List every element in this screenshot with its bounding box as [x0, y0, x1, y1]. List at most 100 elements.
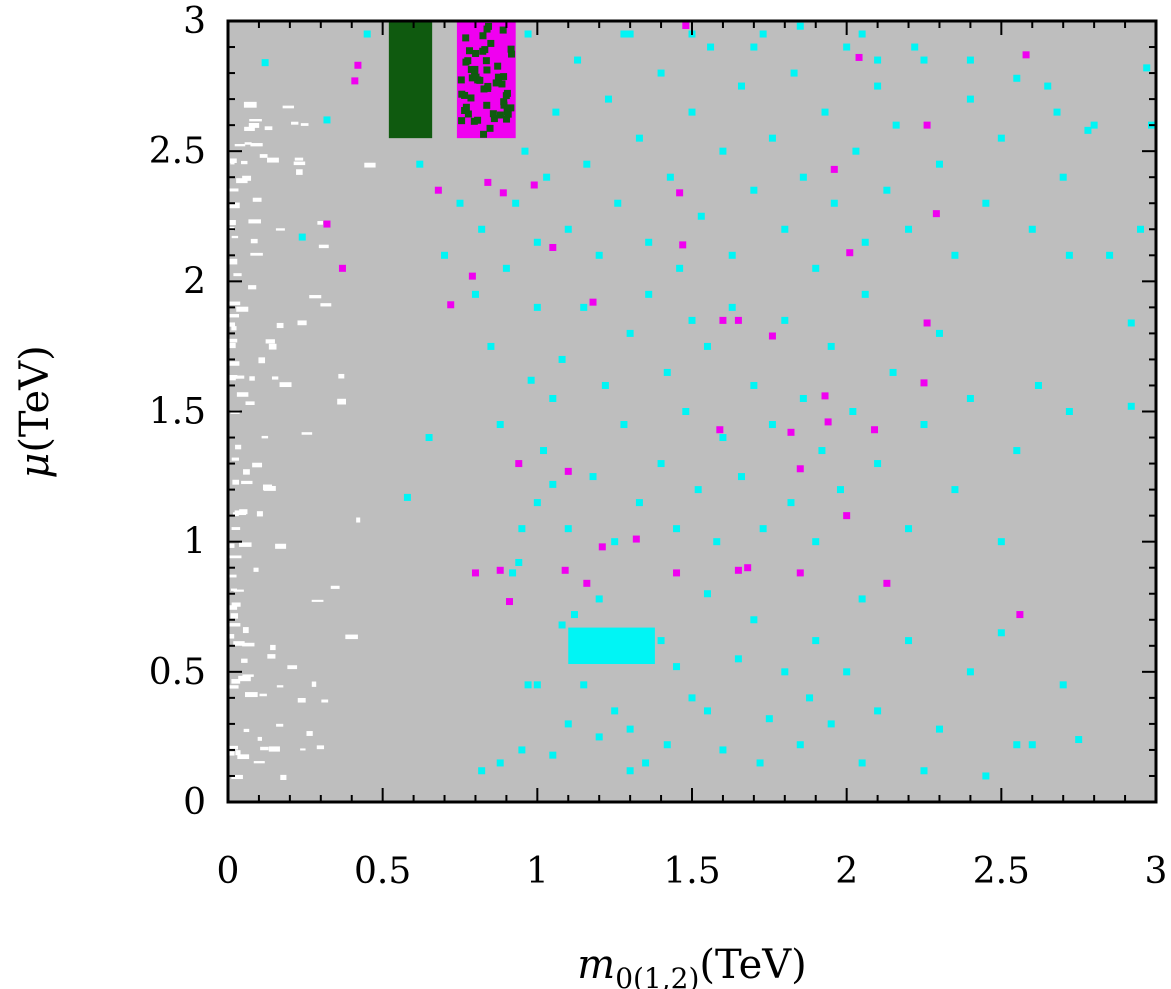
- cyan-point: [759, 30, 767, 38]
- magenta-point: [338, 264, 346, 272]
- green-point: [483, 101, 491, 109]
- magenta-point: [796, 465, 804, 473]
- excluded-speck: [267, 654, 276, 659]
- cyan-point: [920, 56, 928, 64]
- cyan-point: [756, 759, 764, 767]
- green-point: [480, 85, 488, 93]
- excluded-speck: [243, 469, 250, 475]
- cyan-point: [843, 668, 851, 676]
- cyan-point: [626, 725, 634, 733]
- y-tick-label: 0: [183, 782, 206, 823]
- excluded-speck: [242, 642, 255, 647]
- cyan-point: [518, 525, 526, 533]
- cyan-point: [806, 694, 814, 702]
- cyan-point: [570, 611, 578, 619]
- excluded-speck: [228, 202, 240, 209]
- cyan-point: [781, 225, 789, 233]
- magenta-point: [1022, 51, 1030, 59]
- cyan-point: [966, 668, 974, 676]
- excluded-speck: [248, 285, 257, 290]
- cyan-point: [611, 707, 619, 715]
- axis-ticks: [227, 20, 1157, 803]
- cyan-point: [601, 381, 609, 389]
- excluded-speck: [228, 634, 235, 639]
- excluded-speck: [293, 161, 306, 166]
- cyan-point: [997, 134, 1005, 142]
- x-tick-label: 3: [1145, 851, 1168, 892]
- cyan-point: [920, 767, 928, 775]
- excluded-speck: [243, 728, 250, 733]
- excluded-speck: [252, 462, 263, 468]
- cyan-point: [728, 303, 736, 311]
- magenta-point: [323, 220, 331, 228]
- excluded-speck: [280, 774, 287, 781]
- magenta-point: [846, 249, 854, 257]
- cyan-point: [982, 199, 990, 207]
- magenta-point: [920, 379, 928, 387]
- cyan-point: [1034, 381, 1042, 389]
- cyan-point: [1028, 741, 1036, 749]
- magenta-point: [923, 121, 931, 129]
- magenta-point: [1016, 611, 1024, 619]
- cyan-point: [540, 447, 548, 455]
- cyan-point: [518, 746, 526, 754]
- excluded-speck: [236, 392, 249, 397]
- green-point: [499, 26, 507, 34]
- cyan-point: [416, 160, 424, 168]
- excluded-speck: [311, 681, 317, 687]
- dark-green-cluster: [388, 21, 433, 139]
- excluded-speck: [259, 154, 268, 158]
- cyan-point: [642, 759, 650, 767]
- excluded-speck: [271, 376, 279, 380]
- cyan-point: [858, 595, 866, 603]
- cyan-point: [688, 108, 696, 116]
- cyan-point: [951, 251, 959, 259]
- excluded-speck: [337, 398, 346, 405]
- excluded-speck: [229, 555, 242, 559]
- cyan-point: [515, 558, 523, 566]
- cyan-point: [425, 434, 433, 442]
- cyan-point: [657, 69, 665, 77]
- cyan-point: [595, 733, 603, 741]
- magenta-point: [679, 241, 687, 249]
- x-tick-label: 0: [217, 851, 240, 892]
- excluded-speck: [233, 641, 245, 646]
- cyan-point: [812, 637, 820, 645]
- y-tick-label: 0.5: [149, 652, 206, 693]
- magenta-point: [561, 566, 569, 574]
- excluded-speck: [238, 675, 251, 682]
- cyan-point: [533, 303, 541, 311]
- cyan-point: [589, 473, 597, 481]
- x-tick-label: 1.5: [663, 851, 720, 892]
- data-points: [261, 22, 1155, 780]
- cyan-point: [821, 108, 829, 116]
- x-axis-tick-labels: 0 0.5 1 1.5 2 2.5 3: [217, 851, 1168, 892]
- excluded-speck: [265, 339, 275, 344]
- excluded-speck: [256, 511, 263, 517]
- cyan-point: [626, 767, 634, 775]
- magenta-point: [824, 418, 832, 426]
- cyan-point: [818, 447, 826, 455]
- cyan-point: [583, 655, 591, 663]
- excluded-speck: [330, 585, 340, 589]
- cyan-point: [552, 108, 560, 116]
- cyan-point: [812, 538, 820, 546]
- cyan-point: [543, 173, 551, 181]
- excluded-speck: [249, 118, 262, 122]
- cyan-point: [796, 741, 804, 749]
- excluded-speck: [229, 158, 237, 163]
- magenta-point: [549, 243, 557, 251]
- cyan-point: [750, 381, 758, 389]
- excluded-speck: [229, 623, 241, 627]
- excluded-speck: [228, 605, 238, 610]
- cyan-point: [759, 525, 767, 533]
- cyan-point: [750, 616, 758, 624]
- cyan-point: [768, 421, 776, 429]
- plot-background: [228, 21, 1156, 802]
- cyan-point: [892, 121, 900, 129]
- green-point: [461, 106, 469, 114]
- cyan-point: [645, 290, 653, 298]
- magenta-point: [434, 186, 442, 194]
- excluded-speck: [228, 220, 236, 226]
